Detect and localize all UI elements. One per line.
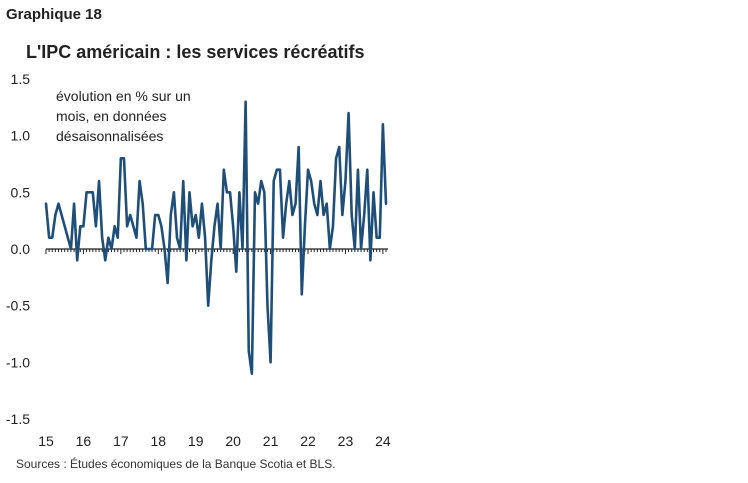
x-tick-label: 20 xyxy=(225,433,241,449)
x-tick-label: 23 xyxy=(338,433,354,449)
x-tick-label: 18 xyxy=(151,433,167,449)
x-tick-label: 19 xyxy=(188,433,204,449)
units-note-line-3: désaisonnalisées xyxy=(56,128,164,144)
x-tick-label: 16 xyxy=(76,433,92,449)
y-tick-label: 0.0 xyxy=(11,241,31,257)
chart-title: L'IPC américain : les services récréatif… xyxy=(26,42,365,62)
x-tick-label: 21 xyxy=(263,433,279,449)
y-tick-label: -0.5 xyxy=(6,298,30,314)
y-tick-label: 1.5 xyxy=(11,71,31,87)
y-axis-ticks: -1.5 -1.0 -0.5 0.0 0.5 1.0 1.5 xyxy=(6,71,30,427)
graphic-number: Graphique 18 xyxy=(6,6,102,23)
source-note: Sources : Études économiques de la Banqu… xyxy=(16,457,336,471)
x-tick-label: 22 xyxy=(300,433,316,449)
x-axis: 15 16 17 18 19 20 21 22 23 24 xyxy=(38,248,391,449)
units-note-line-2: mois, en données xyxy=(56,108,167,124)
y-tick-label: -1.0 xyxy=(6,354,30,370)
x-tick-label: 15 xyxy=(38,433,54,449)
series-layer xyxy=(44,100,388,375)
y-tick-label: 0.5 xyxy=(11,184,31,200)
units-note-line-1: évolution en % sur un xyxy=(56,88,191,104)
y-tick-label: -1.5 xyxy=(6,411,30,427)
x-tick-label: 17 xyxy=(113,433,129,449)
x-tick-label: 24 xyxy=(375,433,391,449)
y-tick-label: 1.0 xyxy=(11,128,31,144)
series-line xyxy=(44,100,388,375)
units-note: évolution en % sur un mois, en données d… xyxy=(56,86,191,146)
